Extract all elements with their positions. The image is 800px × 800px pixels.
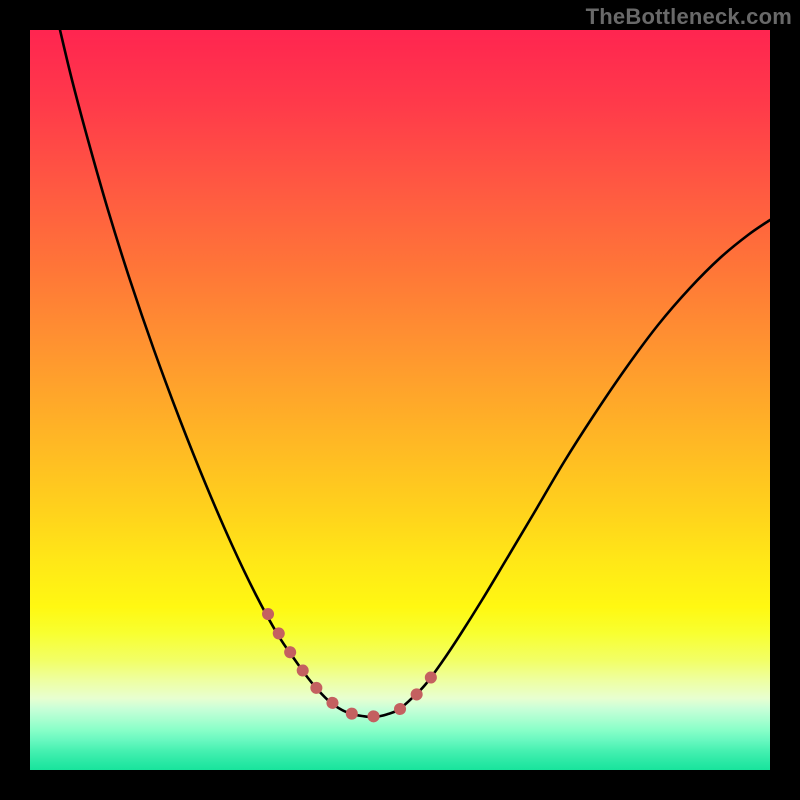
plot-area bbox=[30, 30, 770, 770]
watermark: TheBottleneck.com bbox=[586, 4, 792, 30]
chart-background bbox=[30, 30, 770, 770]
chart-svg bbox=[30, 30, 770, 770]
chart-frame: TheBottleneck.com bbox=[0, 0, 800, 800]
